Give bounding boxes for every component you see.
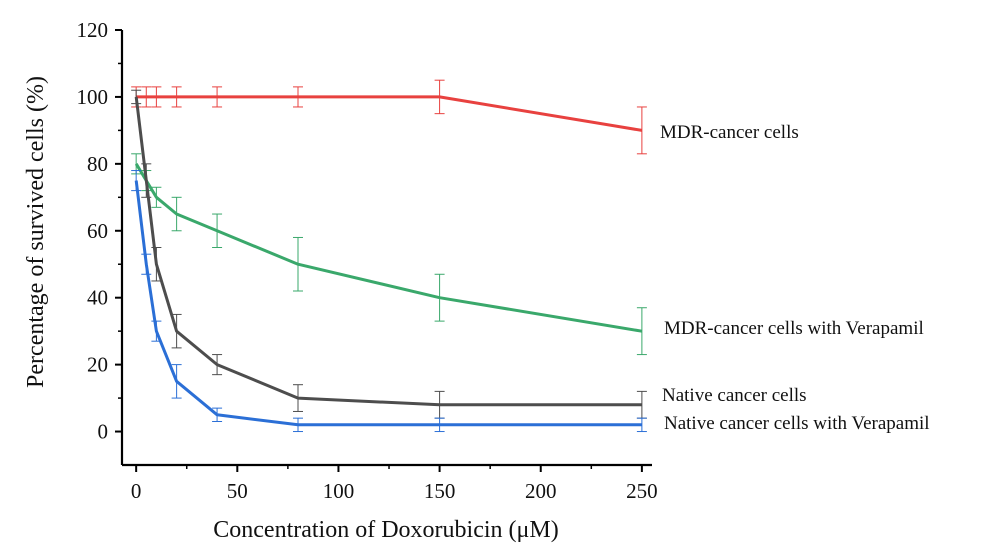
y-tick-label: 0 — [98, 420, 109, 444]
series-line — [134, 180, 642, 427]
series-1 — [131, 153, 647, 356]
series-label: Native cancer cells with Verapamil — [664, 413, 930, 434]
x-tick-label: 0 — [131, 479, 142, 503]
series-label: Native cancer cells — [662, 385, 807, 406]
y-tick-label: 120 — [77, 18, 109, 42]
x-tick-label: 150 — [424, 479, 456, 503]
series-2 — [131, 89, 647, 419]
series-label: MDR-cancer cells with Verapamil — [664, 318, 924, 339]
series-0 — [131, 79, 647, 155]
x-tick-label: 250 — [626, 479, 658, 503]
y-axis-label: Percentage of survived cells (%) — [23, 76, 49, 388]
series-line — [134, 96, 642, 407]
x-axis-ticks: 0 50 100 150 200 250 — [131, 465, 658, 503]
series-label: MDR-cancer cells — [660, 122, 799, 143]
x-tick-label: 100 — [323, 479, 355, 503]
x-tick-label: 50 — [227, 479, 248, 503]
y-tick-label: 40 — [87, 286, 108, 310]
series-3 — [131, 170, 647, 433]
x-axis-label: Concentration of Doxorubicin (μM) — [213, 517, 558, 543]
y-tick-label: 60 — [87, 219, 108, 243]
x-tick-label: 200 — [525, 479, 557, 503]
series-labels: MDR-cancer cells MDR-cancer cells with Ve… — [660, 122, 930, 434]
y-axis-ticks: 0 20 40 60 80 100 120 — [77, 18, 122, 444]
y-tick-label: 20 — [87, 353, 108, 377]
axes — [120, 30, 652, 467]
y-tick-label: 100 — [77, 85, 109, 109]
y-tick-label: 80 — [87, 152, 108, 176]
series-group — [131, 79, 647, 433]
series-line — [134, 163, 643, 333]
series-line — [136, 95, 643, 132]
